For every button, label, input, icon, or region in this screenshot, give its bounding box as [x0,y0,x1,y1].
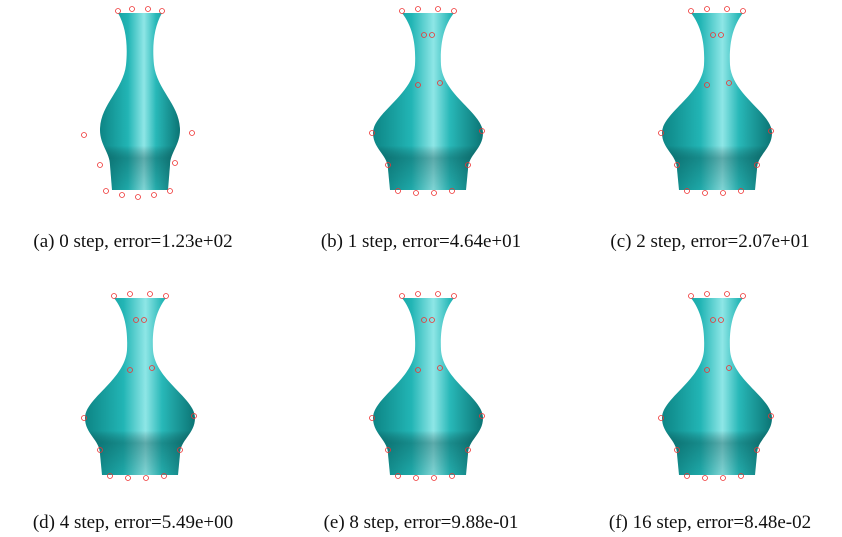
vase [82,292,197,481]
caption: (c) 2 step, error=2.07e+01 [610,231,809,252]
caption: (b) 1 step, error=4.64e+01 [321,231,521,252]
vase [370,292,485,481]
figure: (a) 0 step, error=1.23e+02 (b) 1 step, e… [0,0,842,537]
caption: (f) 16 step, error=8.48e-02 [609,512,811,533]
vase [659,292,774,481]
vase [82,7,195,200]
caption: (a) 0 step, error=1.23e+02 [33,231,232,252]
vase [370,7,485,196]
caption: (e) 8 step, error=9.88e-01 [324,512,519,533]
caption: (d) 4 step, error=5.49e+00 [33,512,233,533]
vase [659,7,774,196]
